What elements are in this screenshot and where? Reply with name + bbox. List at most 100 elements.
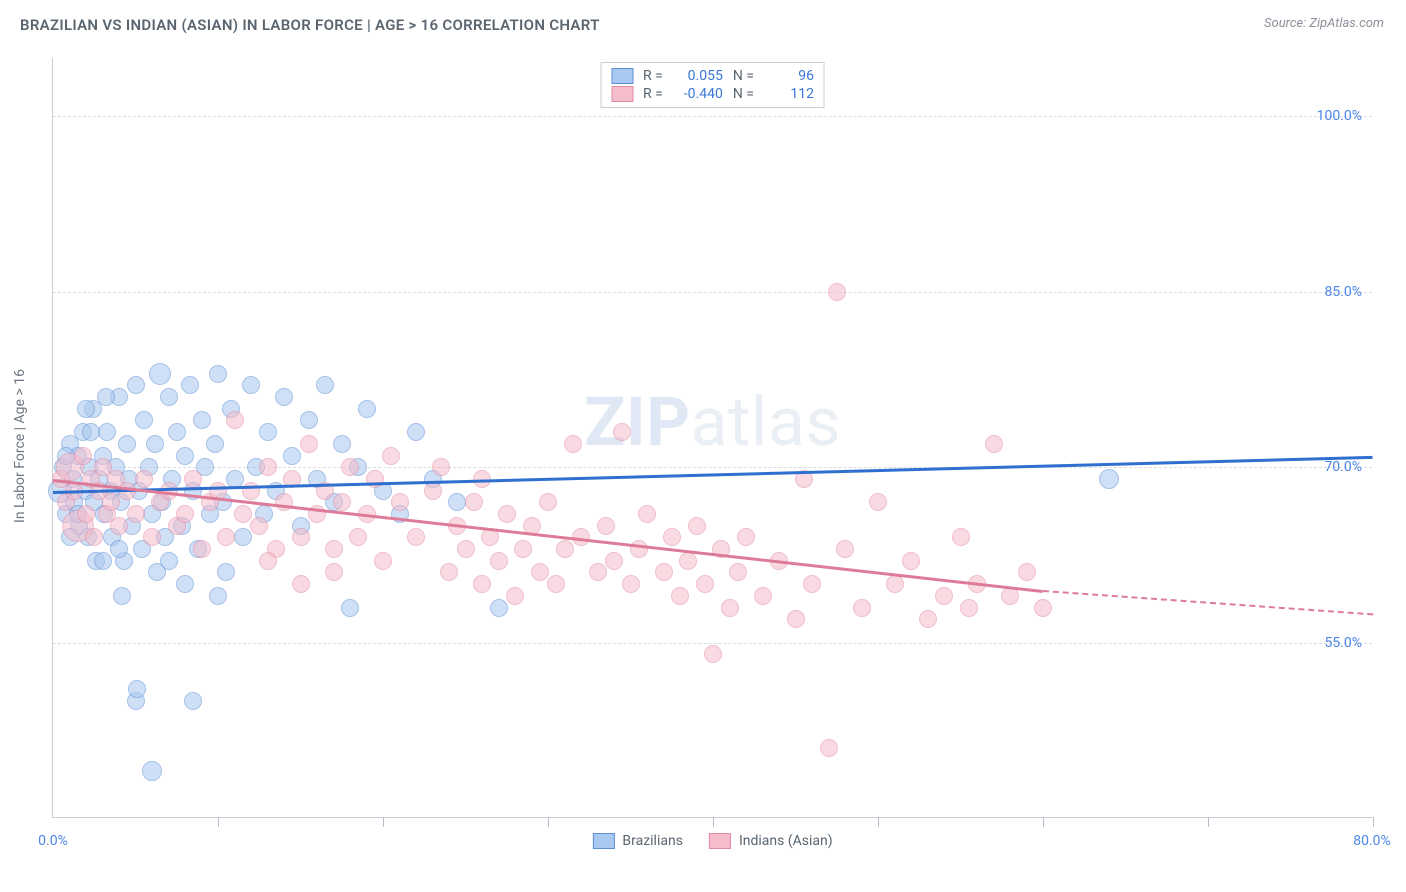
stats-row-brazilians: R =0.055N =96 [611,67,814,85]
data-point-brazilians [98,423,116,441]
trend-line-extrapolated [1043,590,1373,615]
data-point-brazilians [128,680,146,698]
data-point-indians [366,470,384,488]
data-point-indians [349,528,367,546]
data-point-brazilians [300,411,318,429]
data-point-indians [85,528,103,546]
data-point-brazilians [184,692,202,710]
data-point-brazilians [77,400,95,418]
x-tick [1043,817,1044,827]
data-point-indians [259,552,277,570]
data-point-indians [514,540,532,558]
n-label: N = [733,86,754,102]
data-point-indians [754,587,772,605]
data-point-indians [886,575,904,593]
data-point-indians [102,493,120,511]
data-point-brazilians [82,423,100,441]
data-point-indians [143,528,161,546]
data-point-indians [630,540,648,558]
data-point-indians [374,552,392,570]
data-point-indians [325,540,343,558]
r-value: -0.440 [673,86,723,102]
data-point-indians [432,458,450,476]
data-point-indians [333,493,351,511]
data-point-indians [250,517,268,535]
data-point-indians [110,517,128,535]
data-point-brazilians [94,552,112,570]
r-value: 0.055 [673,68,723,84]
data-point-indians [457,540,475,558]
data-point-indians [407,528,425,546]
data-point-indians [193,540,211,558]
data-point-indians [292,575,310,593]
data-point-brazilians [181,376,199,394]
data-point-indians [721,599,739,617]
data-point-brazilians [160,388,178,406]
data-point-indians [853,599,871,617]
data-point-brazilians [209,587,227,605]
data-point-indians [234,505,252,523]
data-point-brazilians [118,435,136,453]
data-point-brazilians [448,493,466,511]
data-point-brazilians [209,365,227,383]
data-point-brazilians [283,447,301,465]
legend-item-brazilians: Brazilians [592,833,683,849]
y-tick-label: 70.0% [1314,459,1362,475]
data-point-indians [77,505,95,523]
data-point-indians [663,528,681,546]
data-point-indians [671,587,689,605]
data-point-brazilians [176,575,194,593]
data-point-indians [391,493,409,511]
data-point-indians [613,423,631,441]
x-tick [1208,817,1209,827]
data-point-brazilians [193,411,211,429]
data-point-brazilians [490,599,508,617]
data-point-brazilians [358,400,376,418]
data-point-indians [820,739,838,757]
data-point-indians [275,493,293,511]
data-point-brazilians [113,587,131,605]
legend-swatch [592,833,614,849]
data-point-brazilians [1099,469,1119,489]
data-point-indians [696,575,714,593]
data-point-indians [597,517,615,535]
data-point-indians [605,552,623,570]
data-point-indians [531,563,549,581]
data-point-indians [341,458,359,476]
data-point-indians [325,563,343,581]
legend-item-indians: Indians (Asian) [709,833,833,849]
data-point-indians [184,470,202,488]
data-point-indians [74,447,92,465]
x-tick [548,817,549,827]
data-point-indians [465,493,483,511]
data-point-brazilians [206,435,224,453]
data-point-indians [473,575,491,593]
data-point-indians [737,528,755,546]
data-point-brazilians [110,540,128,558]
data-point-brazilians [275,388,293,406]
data-point-brazilians [341,599,359,617]
data-point-indians [424,482,442,500]
source-attribution: Source: ZipAtlas.com [1264,16,1384,31]
data-point-indians [300,435,318,453]
x-tick [878,817,879,827]
legend-swatch [611,68,633,84]
x-axis-min-label: 0.0% [38,833,68,849]
data-point-indians [960,599,978,617]
data-point-brazilians [316,376,334,394]
x-tick [218,817,219,827]
data-point-indians [836,540,854,558]
r-label: R = [643,68,663,84]
data-point-indians [902,552,920,570]
data-point-brazilians [259,423,277,441]
data-point-indians [828,283,846,301]
data-point-brazilians [160,552,178,570]
data-point-brazilians [407,423,425,441]
data-point-brazilians [127,376,145,394]
data-point-brazilians [149,363,171,385]
data-point-indians [506,587,524,605]
data-point-brazilians [217,563,235,581]
data-point-indians [547,575,565,593]
r-label: R = [643,86,663,102]
data-point-indians [803,575,821,593]
